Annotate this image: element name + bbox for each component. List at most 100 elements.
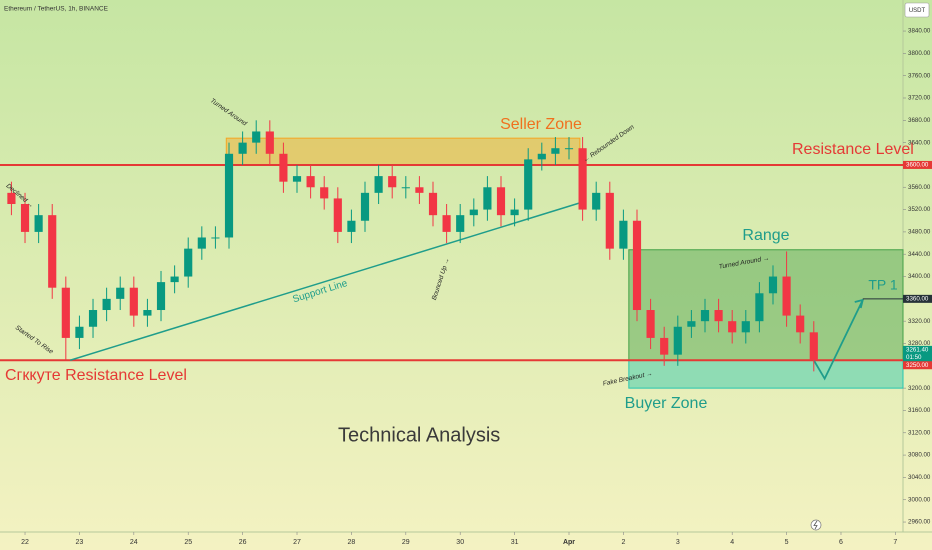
candle-body [88, 310, 98, 327]
candle-body [34, 215, 43, 232]
candle-body [211, 237, 220, 239]
zone-label: Seller Zone [500, 116, 582, 133]
y-tick-label: 3320.00 [908, 318, 931, 325]
price-tag-label: 3250.00 [906, 362, 929, 369]
zones: Seller Zone Range Buyer Zone [225, 116, 904, 412]
candle-body [129, 287, 138, 316]
y-tick-label: 3040.00 [908, 474, 931, 481]
y-tick-label: 3160.00 [908, 407, 931, 414]
candle-body [374, 176, 383, 193]
candle-body [728, 321, 737, 333]
price-tag-label: 3360.00 [906, 295, 929, 302]
candle-body [537, 153, 546, 160]
candle-body [320, 187, 329, 199]
candle-body [61, 287, 70, 338]
candle-body [632, 220, 642, 311]
candle-body [306, 176, 315, 188]
price-tag-label: 3261.40 [906, 347, 929, 354]
zone [628, 359, 904, 389]
candle-body [442, 215, 451, 232]
candle-body [496, 187, 506, 216]
x-tick-label: 30 [456, 539, 464, 546]
candle-body [415, 187, 424, 193]
level-label: Resistance Level [792, 141, 914, 158]
level-label: Сгккуте Resistance Level [5, 367, 187, 384]
candle-body [551, 148, 560, 154]
axes: 3840.00 3800.00 3760.00 3720.00 3680.00 3640.… [21, 28, 932, 546]
support-line [69, 202, 581, 361]
currency[interactable]: USDT [909, 8, 926, 14]
price-tag [903, 345, 932, 362]
x-tick-label: Apr [563, 539, 575, 546]
y-tick-label: 3120.00 [908, 429, 931, 436]
currency-box[interactable] [904, 2, 930, 18]
candle-body [102, 298, 111, 311]
candle-body [333, 198, 342, 232]
candle-body [75, 326, 84, 338]
candle-body [741, 321, 750, 333]
candle-body [578, 148, 587, 210]
y-tick-label: 3640.00 [908, 139, 931, 146]
x-tick-label: 29 [402, 539, 410, 546]
candle-body [197, 237, 206, 249]
x-tick-label: 7 [893, 539, 897, 546]
candle-body [809, 332, 818, 361]
candle-body [605, 192, 614, 249]
x-tick-label: 31 [511, 539, 519, 546]
candle-body [687, 321, 696, 327]
candle-body [673, 326, 682, 355]
y-tick-label: 3080.00 [908, 452, 931, 459]
x-tick-label: 26 [239, 539, 247, 546]
price-tag-countdown: 01:50 [906, 354, 922, 361]
x-tick-label: 5 [785, 539, 789, 546]
candle-body [48, 215, 57, 288]
chart-title: Ethereum / TetherUS, 1h, BINANCE [4, 6, 109, 13]
y-tick-label: 3760.00 [908, 72, 931, 79]
candle-body [20, 204, 30, 232]
x-tick-label: 22 [21, 539, 29, 546]
candle-body [483, 187, 492, 210]
candle-body [714, 310, 723, 322]
x-tick-label: 25 [184, 539, 192, 546]
target-label: TP 1 [868, 277, 898, 293]
candle-body [619, 220, 628, 249]
candle-body [510, 209, 519, 216]
replay-icon-bolt[interactable] [813, 520, 818, 530]
zone-label: Buyer Zone [625, 395, 708, 412]
x-tick-label: 2 [621, 539, 625, 546]
candle-body [184, 248, 193, 277]
candle-body [796, 315, 805, 333]
y-tick-label: 3720.00 [908, 95, 931, 102]
price-tag-label: 3600.00 [906, 162, 929, 169]
y-tick-label: 2960.00 [908, 519, 931, 526]
candle-body [660, 337, 669, 355]
candle-body [592, 192, 601, 210]
candle-body [564, 148, 574, 150]
replay-icon[interactable] [810, 519, 822, 531]
y-tick-label: 3800.00 [908, 50, 931, 57]
y-tick-label: 3680.00 [908, 117, 931, 124]
x-tick-label: 24 [130, 539, 138, 546]
candle-body [700, 310, 710, 322]
lines: Resistance Level Сгккуте Resistance Level… [0, 141, 914, 384]
y-tick-label: 3480.00 [908, 229, 931, 236]
candle-body [401, 187, 410, 189]
x-tick-label: 23 [76, 539, 84, 546]
candle-body [469, 209, 478, 216]
candle-body [292, 176, 302, 182]
y-tick-label: 3840.00 [908, 28, 931, 35]
y-tick-label: 3000.00 [908, 496, 931, 503]
candle-body [428, 192, 438, 216]
candle-body [456, 215, 465, 232]
candle-body [224, 153, 234, 238]
candle-body [265, 131, 274, 154]
candle-body [252, 131, 261, 143]
candle-body [768, 276, 778, 294]
y-tick-label: 3280.00 [908, 340, 931, 347]
candle-body [782, 276, 791, 316]
y-tick-label: 3440.00 [908, 251, 931, 258]
candle-body [170, 276, 179, 283]
price-tag [903, 294, 932, 303]
